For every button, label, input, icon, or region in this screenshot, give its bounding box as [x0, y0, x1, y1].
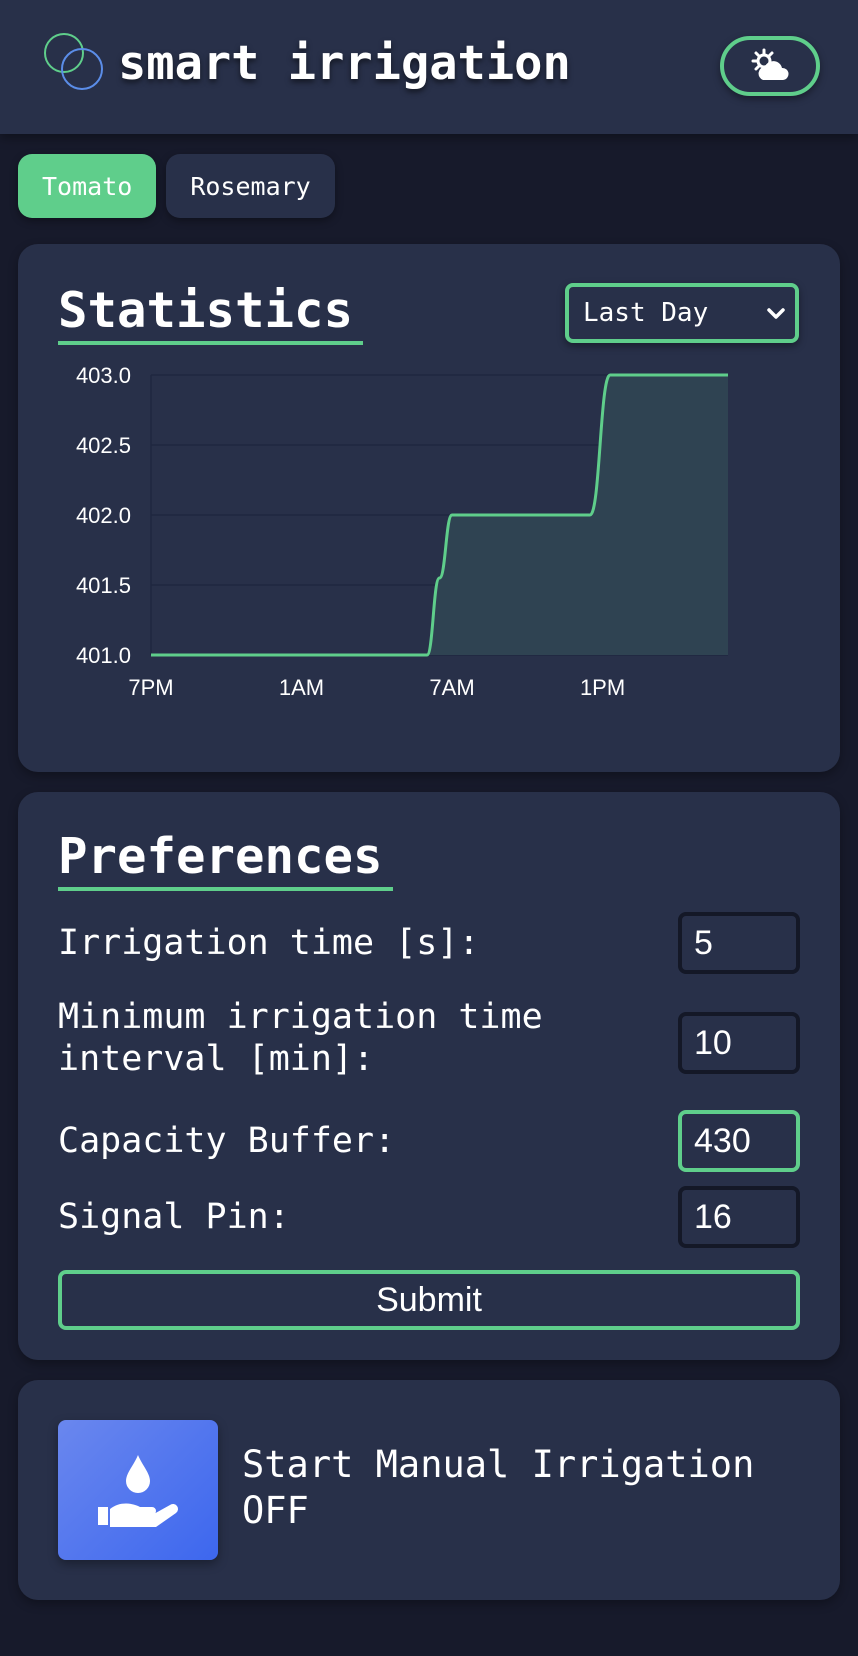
time-range-value: Last Day: [583, 298, 709, 328]
preferences-title: Preferences: [58, 828, 393, 891]
chart-y-tick-label: 401.5: [76, 573, 131, 598]
capacity-buffer-input[interactable]: [678, 1110, 800, 1172]
chart-x-tick-label: 1PM: [580, 675, 625, 700]
preferences-card: Preferences Irrigation time [s]: Minimum…: [18, 792, 840, 1360]
sun-cloud-icon: [751, 48, 789, 80]
irrigation-time-label: Irrigation time [s]:: [58, 923, 480, 963]
water-drop-hand-icon: [98, 1455, 178, 1527]
manual-irrigation-state: OFF: [242, 1489, 309, 1532]
chart-x-tick-label: 1AM: [279, 675, 324, 700]
app-header: smart irrigation: [0, 0, 858, 134]
statistics-card: Statistics Last Day 401.0 401.5 402.0 402.5…: [18, 244, 840, 772]
chart-y-tick-label: 401.0: [76, 643, 131, 668]
chart-x-tick-label: 7PM: [128, 675, 173, 700]
tab-rosemary[interactable]: Rosemary: [166, 154, 335, 218]
chart-y-tick-label: 402.5: [76, 433, 131, 458]
min-interval-row: Minimum irrigation time interval [min]:: [58, 996, 800, 1086]
irrigation-time-row: Irrigation time [s]:: [58, 912, 800, 974]
logo-icon: [44, 33, 103, 90]
weather-button[interactable]: [720, 36, 820, 96]
min-interval-input[interactable]: [678, 1012, 800, 1074]
tab-tomato[interactable]: Tomato: [18, 154, 157, 218]
chart-x-tick-label: 7AM: [429, 675, 474, 700]
statistics-chart: 401.0 401.5 402.0 402.5 403.0 7PM 1AM 7AM 1PM: [76, 364, 728, 700]
submit-button[interactable]: Submit: [58, 1270, 800, 1330]
capacity-buffer-row: Capacity Buffer:: [58, 1110, 800, 1172]
time-range-select[interactable]: Last Day: [565, 283, 799, 343]
chart-y-tick-label: 403.0: [76, 364, 131, 388]
irrigation-time-input[interactable]: [678, 912, 800, 974]
signal-pin-input[interactable]: [678, 1186, 800, 1248]
manual-irrigation-label: Start Manual Irrigation: [242, 1443, 755, 1486]
min-interval-label: Minimum irrigation time interval [min]:: [58, 997, 543, 1079]
statistics-title: Statistics: [58, 282, 364, 345]
manual-irrigation-text: Start Manual Irrigation OFF: [242, 1442, 754, 1534]
chart-series-line: [150, 373, 728, 657]
manual-irrigation-card: Start Manual Irrigation OFF: [18, 1380, 840, 1600]
chart-area-fill: [151, 375, 728, 655]
manual-irrigation-button[interactable]: [58, 1420, 218, 1560]
chevron-down-icon: [767, 308, 785, 319]
capacity-buffer-label: Capacity Buffer:: [58, 1121, 396, 1161]
plant-tabs: Tomato Rosemary: [18, 154, 335, 218]
signal-pin-label: Signal Pin:: [58, 1197, 290, 1237]
app-title: smart irrigation: [118, 36, 571, 91]
chart-y-tick-label: 402.0: [76, 503, 131, 528]
signal-pin-row: Signal Pin:: [58, 1186, 800, 1248]
